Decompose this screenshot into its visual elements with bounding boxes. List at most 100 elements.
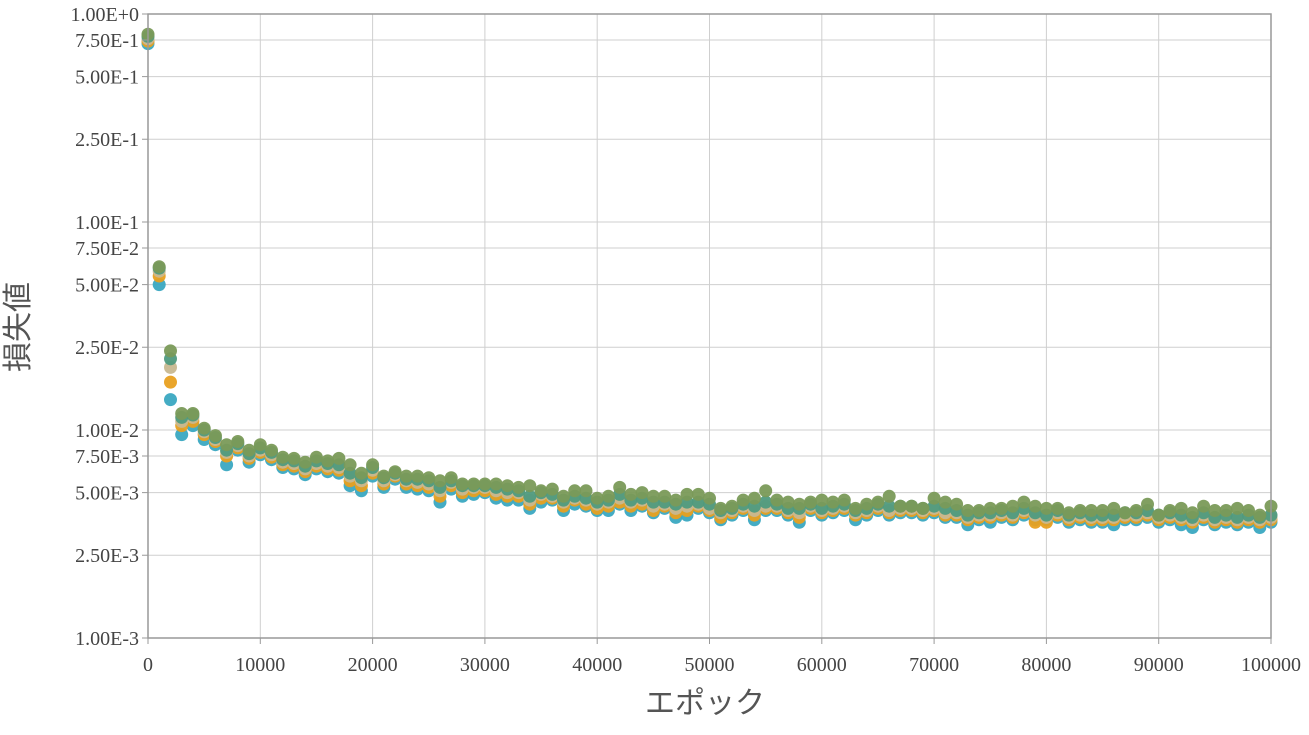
data-point — [635, 486, 649, 500]
x-tick-label: 0 — [143, 654, 153, 676]
x-tick-label: 20000 — [348, 654, 398, 676]
data-point — [871, 495, 885, 509]
data-point — [231, 435, 245, 448]
y-tick-label: 2.50E-1 — [75, 129, 139, 151]
data-point — [916, 501, 930, 515]
data-point — [175, 407, 189, 420]
x-tick-label: 70000 — [909, 654, 959, 676]
data-point — [220, 438, 234, 452]
data-point — [938, 495, 952, 509]
data-point — [1028, 499, 1042, 513]
data-point — [298, 455, 312, 469]
data-point — [186, 407, 200, 420]
data-point — [545, 482, 559, 496]
data-point — [613, 480, 627, 494]
y-tick-label: 1.00E-1 — [75, 212, 139, 234]
data-point — [815, 493, 829, 507]
data-point — [1118, 506, 1132, 520]
data-point — [893, 499, 907, 513]
data-point — [905, 499, 919, 513]
data-point — [557, 489, 570, 503]
data-point — [759, 495, 773, 509]
data-point — [882, 489, 896, 503]
data-point — [759, 484, 773, 498]
data-point — [837, 493, 851, 507]
data-point — [500, 479, 514, 493]
data-point — [309, 450, 323, 464]
data-point — [658, 489, 672, 503]
y-axis-title: 損失値 — [1, 282, 36, 372]
data-point — [287, 451, 301, 465]
data-point — [590, 491, 604, 505]
data-point — [860, 497, 874, 511]
data-point — [1107, 501, 1121, 515]
y-tick-label: 7.50E-2 — [75, 238, 139, 260]
data-point — [1084, 504, 1098, 517]
series-5 — [141, 27, 1278, 522]
data-point — [680, 487, 694, 501]
data-point — [377, 469, 391, 483]
data-point — [433, 474, 447, 488]
data-point — [1230, 501, 1244, 515]
data-point — [1039, 501, 1053, 515]
data-point — [478, 477, 492, 491]
data-point — [467, 477, 481, 491]
data-point — [1242, 504, 1255, 517]
y-tick-label: 7.50E-1 — [75, 30, 139, 52]
data-point — [770, 493, 784, 507]
x-tick-label: 90000 — [1134, 654, 1184, 676]
data-point — [747, 491, 761, 505]
data-point — [1129, 504, 1143, 517]
data-point — [646, 489, 660, 503]
data-point — [422, 471, 436, 485]
data-point — [792, 497, 806, 511]
data-point — [995, 501, 1008, 515]
data-point — [321, 454, 335, 468]
y-tick-label: 1.00E-3 — [75, 628, 139, 650]
data-point — [444, 471, 458, 485]
data-point — [804, 495, 818, 509]
x-tick-label: 10000 — [235, 654, 285, 676]
x-tick-label: 80000 — [1021, 654, 1071, 676]
data-point — [579, 484, 593, 498]
data-points — [141, 27, 1278, 534]
data-point — [1253, 508, 1267, 522]
data-point — [455, 477, 469, 491]
data-point — [208, 429, 222, 443]
data-point — [242, 443, 256, 457]
data-point — [1017, 495, 1031, 509]
data-point — [399, 469, 413, 483]
data-point — [703, 491, 716, 505]
data-point — [1096, 504, 1109, 517]
data-point — [1006, 499, 1020, 513]
data-point — [849, 501, 862, 515]
data-point — [253, 438, 267, 452]
data-point — [781, 495, 795, 509]
data-point — [523, 479, 537, 493]
data-point — [961, 504, 975, 517]
y-tick-label: 7.50E-3 — [75, 446, 139, 468]
data-point — [1208, 504, 1222, 517]
data-point — [164, 393, 177, 407]
data-point — [1152, 508, 1166, 522]
y-tick-label: 2.50E-3 — [75, 545, 139, 567]
data-point — [1197, 499, 1211, 513]
data-point — [523, 489, 537, 503]
y-tick-label: 1.00E+0 — [71, 4, 140, 26]
data-point — [1051, 501, 1065, 515]
data-point — [601, 489, 615, 503]
data-point — [197, 421, 211, 435]
data-point — [736, 493, 750, 507]
y-tick-label: 5.00E-1 — [75, 67, 139, 89]
data-point — [1230, 510, 1244, 524]
data-point — [152, 260, 166, 274]
data-point — [265, 443, 278, 457]
data-point — [1219, 504, 1233, 517]
data-point — [534, 484, 548, 498]
x-tick-label: 30000 — [460, 654, 510, 676]
x-axis-ticks: 0 10000 20000 30000 40000 50000 60000 70000 8000… — [143, 638, 1301, 676]
data-point — [714, 501, 728, 515]
data-point — [164, 375, 177, 389]
data-point — [972, 504, 986, 517]
data-point — [826, 495, 840, 509]
